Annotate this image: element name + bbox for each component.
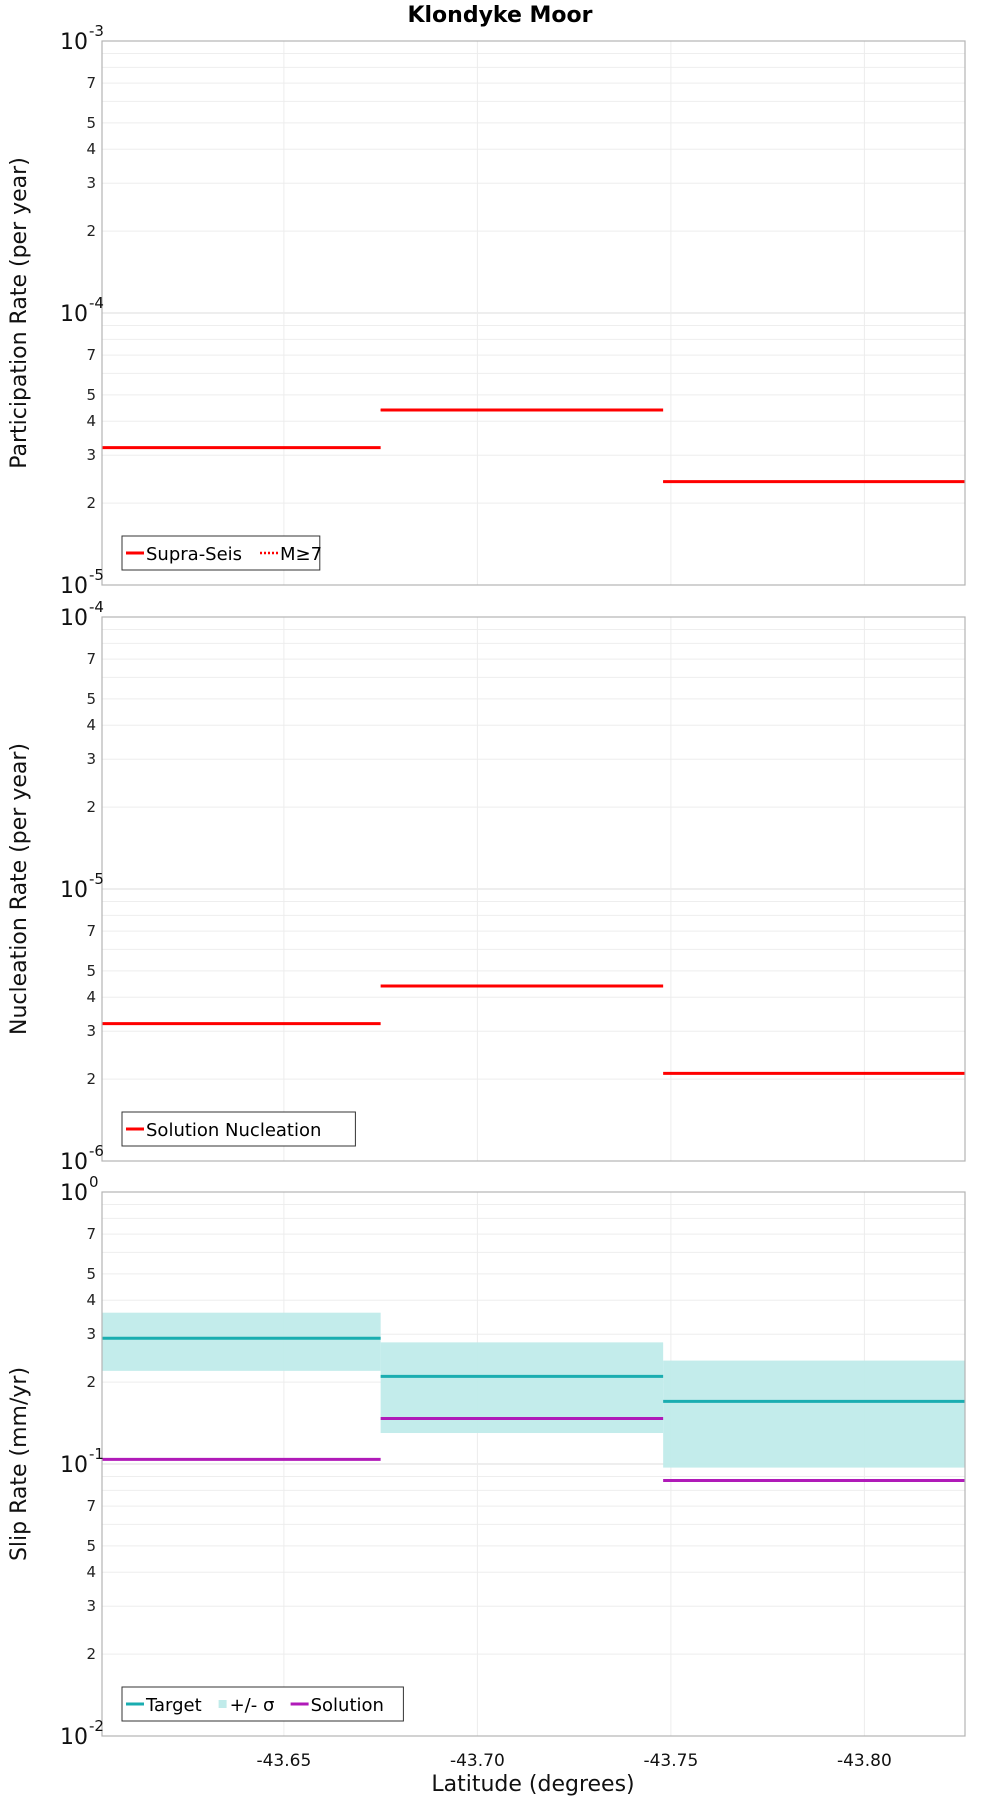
y-minor-tick-label: 2	[86, 494, 96, 512]
x-tick-label: -43.80	[837, 1751, 892, 1771]
legend-frame	[121, 535, 321, 571]
y-tick-exponent: -5	[89, 870, 104, 888]
y-minor-tick-label: 7	[86, 346, 96, 364]
legend-item: Solution	[311, 1695, 384, 1716]
y-minor-tick-label: 7	[86, 1497, 96, 1515]
y-minor-tick-label: 4	[86, 1291, 96, 1309]
y-tick-label: 10	[60, 1453, 88, 1478]
y-minor-tick-label: 2	[86, 798, 96, 816]
y-tick-label: 10	[60, 878, 88, 903]
y-minor-tick-label: 5	[86, 1537, 96, 1555]
y-minor-tick-label: 7	[86, 650, 96, 668]
y-tick-label: 10	[60, 606, 88, 631]
x-tick-label: -43.70	[450, 1751, 505, 1771]
y-minor-tick-label: 3	[86, 1597, 96, 1615]
y-tick-exponent: -3	[89, 22, 104, 40]
y-axis-label: Nucleation Rate (per year)	[7, 743, 32, 1035]
x-axis-label: Latitude (degrees)	[431, 1772, 634, 1797]
y-minor-tick-label: 2	[86, 1373, 96, 1391]
y-tick-exponent: -4	[89, 598, 104, 616]
plot-frame	[101, 40, 966, 586]
y-tick-label: 10	[60, 1725, 88, 1750]
y-axis-label: Slip Rate (mm/yr)	[7, 1367, 32, 1561]
y-minor-tick-label: 3	[86, 446, 96, 464]
y-tick-label: 10	[60, 30, 88, 55]
legend-frame	[121, 1111, 356, 1147]
y-tick-exponent: 0	[89, 1173, 99, 1191]
y-minor-tick-label: 7	[86, 922, 96, 940]
y-tick-label: 10	[60, 574, 88, 599]
y-minor-tick-label: 7	[86, 74, 96, 92]
legend-item: Target	[145, 1695, 202, 1716]
y-minor-tick-label: 4	[86, 988, 96, 1006]
y-minor-tick-label: 4	[86, 716, 96, 734]
legend: Supra-Seis M≥7	[121, 535, 322, 571]
y-minor-tick-label: 5	[86, 114, 96, 132]
y-minor-tick-label: 3	[86, 174, 96, 192]
legend-item: Supra-Seis	[146, 544, 242, 565]
y-tick-label: 10	[60, 1181, 88, 1206]
y-minor-tick-label: 2	[86, 1070, 96, 1088]
plot-frame	[101, 1191, 966, 1737]
y-minor-tick-label: 2	[86, 222, 96, 240]
y-minor-tick-label: 3	[86, 1022, 96, 1040]
legend: Target +/- σ Solution	[121, 1686, 404, 1722]
band-segment	[102, 1312, 381, 1371]
y-tick-label: 10	[60, 1150, 88, 1175]
y-minor-tick-label: 5	[86, 690, 96, 708]
band-segment	[663, 1360, 965, 1468]
y-tick-label: 10	[60, 302, 88, 327]
legend: Solution Nucleation	[121, 1111, 356, 1147]
plot-frame	[101, 616, 966, 1162]
y-minor-tick-label: 4	[86, 412, 96, 430]
legend-frame	[121, 1686, 404, 1722]
legend-item: Solution Nucleation	[146, 1120, 321, 1141]
y-minor-tick-label: 4	[86, 1563, 96, 1581]
y-tick-exponent: -1	[89, 1445, 104, 1463]
y-minor-tick-label: 2	[86, 1645, 96, 1663]
legend-item: +/- σ	[230, 1695, 275, 1716]
y-minor-tick-label: 5	[86, 962, 96, 980]
y-tick-exponent: -2	[89, 1717, 104, 1735]
y-tick-exponent: -4	[89, 294, 104, 312]
x-tick-label: -43.65	[256, 1751, 311, 1771]
y-minor-tick-label: 5	[86, 1265, 96, 1283]
y-tick-exponent: -5	[89, 566, 104, 584]
legend-swatch	[218, 1700, 227, 1708]
y-tick-exponent: -6	[89, 1142, 104, 1160]
chart-title: Klondyke Moor	[407, 3, 592, 28]
y-minor-tick-label: 5	[86, 386, 96, 404]
y-minor-tick-label: 4	[86, 140, 96, 158]
legend-item: M≥7	[280, 544, 322, 565]
y-minor-tick-label: 3	[86, 750, 96, 768]
y-axis-label: Participation Rate (per year)	[7, 157, 32, 469]
y-minor-tick-label: 7	[86, 1225, 96, 1243]
x-tick-label: -43.75	[643, 1751, 698, 1771]
y-minor-tick-label: 3	[86, 1325, 96, 1343]
